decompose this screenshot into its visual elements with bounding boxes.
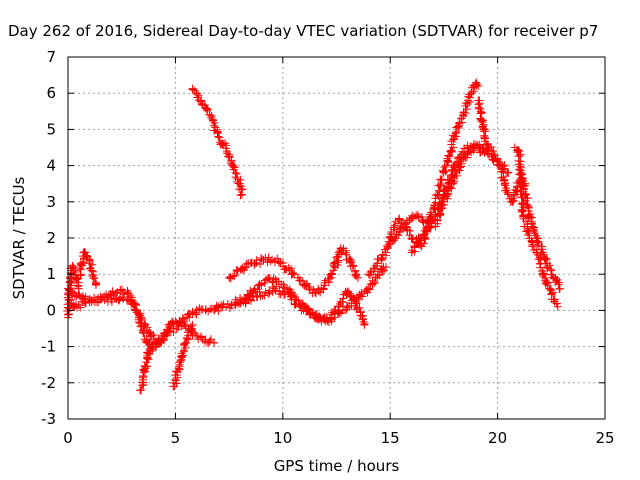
series-4 <box>136 337 158 395</box>
y-tick-label: -2 <box>41 374 56 392</box>
data-points <box>63 78 564 395</box>
y-tick-label: -1 <box>41 338 56 356</box>
y-tick-label: 5 <box>46 120 56 138</box>
y-tick-label: 3 <box>46 193 56 211</box>
series-9 <box>231 273 369 329</box>
series-10 <box>364 78 483 280</box>
y-axis-label: SDTVAR / TECUs <box>10 176 28 299</box>
x-tick-label: 10 <box>273 429 292 447</box>
y-tick-label: 0 <box>46 301 56 319</box>
axis-ticks: 0 5 10 15 20 25 -3 -2 -1 0 1 2 3 4 5 6 7 <box>41 48 615 447</box>
series-14 <box>510 143 562 311</box>
plus-markers <box>225 244 362 298</box>
x-tick-label: 0 <box>63 429 73 447</box>
x-tick-label: 20 <box>488 429 507 447</box>
series-3 <box>75 247 101 290</box>
plus-markers <box>75 247 101 290</box>
plus-markers <box>510 143 562 311</box>
plus-markers <box>169 320 197 391</box>
x-tick-label: 15 <box>381 429 400 447</box>
y-tick-label: 2 <box>46 229 56 247</box>
chart-title: Day 262 of 2016, Sidereal Day-to-day VTE… <box>8 22 598 40</box>
grid-lines <box>68 57 605 419</box>
plus-markers <box>231 273 369 329</box>
x-axis-label: GPS time / hours <box>274 457 400 475</box>
y-tick-label: 4 <box>46 157 56 175</box>
y-tick-label: 6 <box>46 84 56 102</box>
x-tick-label: 5 <box>171 429 181 447</box>
y-tick-label: 7 <box>46 48 56 66</box>
y-tick-label: 1 <box>46 265 56 283</box>
plus-markers <box>136 337 158 395</box>
x-tick-label: 25 <box>595 429 614 447</box>
series-5 <box>169 320 197 391</box>
y-tick-label: -3 <box>41 410 56 428</box>
series-6 <box>188 84 247 200</box>
series-8 <box>225 244 362 298</box>
plus-markers <box>364 78 483 280</box>
plus-markers <box>188 84 247 200</box>
